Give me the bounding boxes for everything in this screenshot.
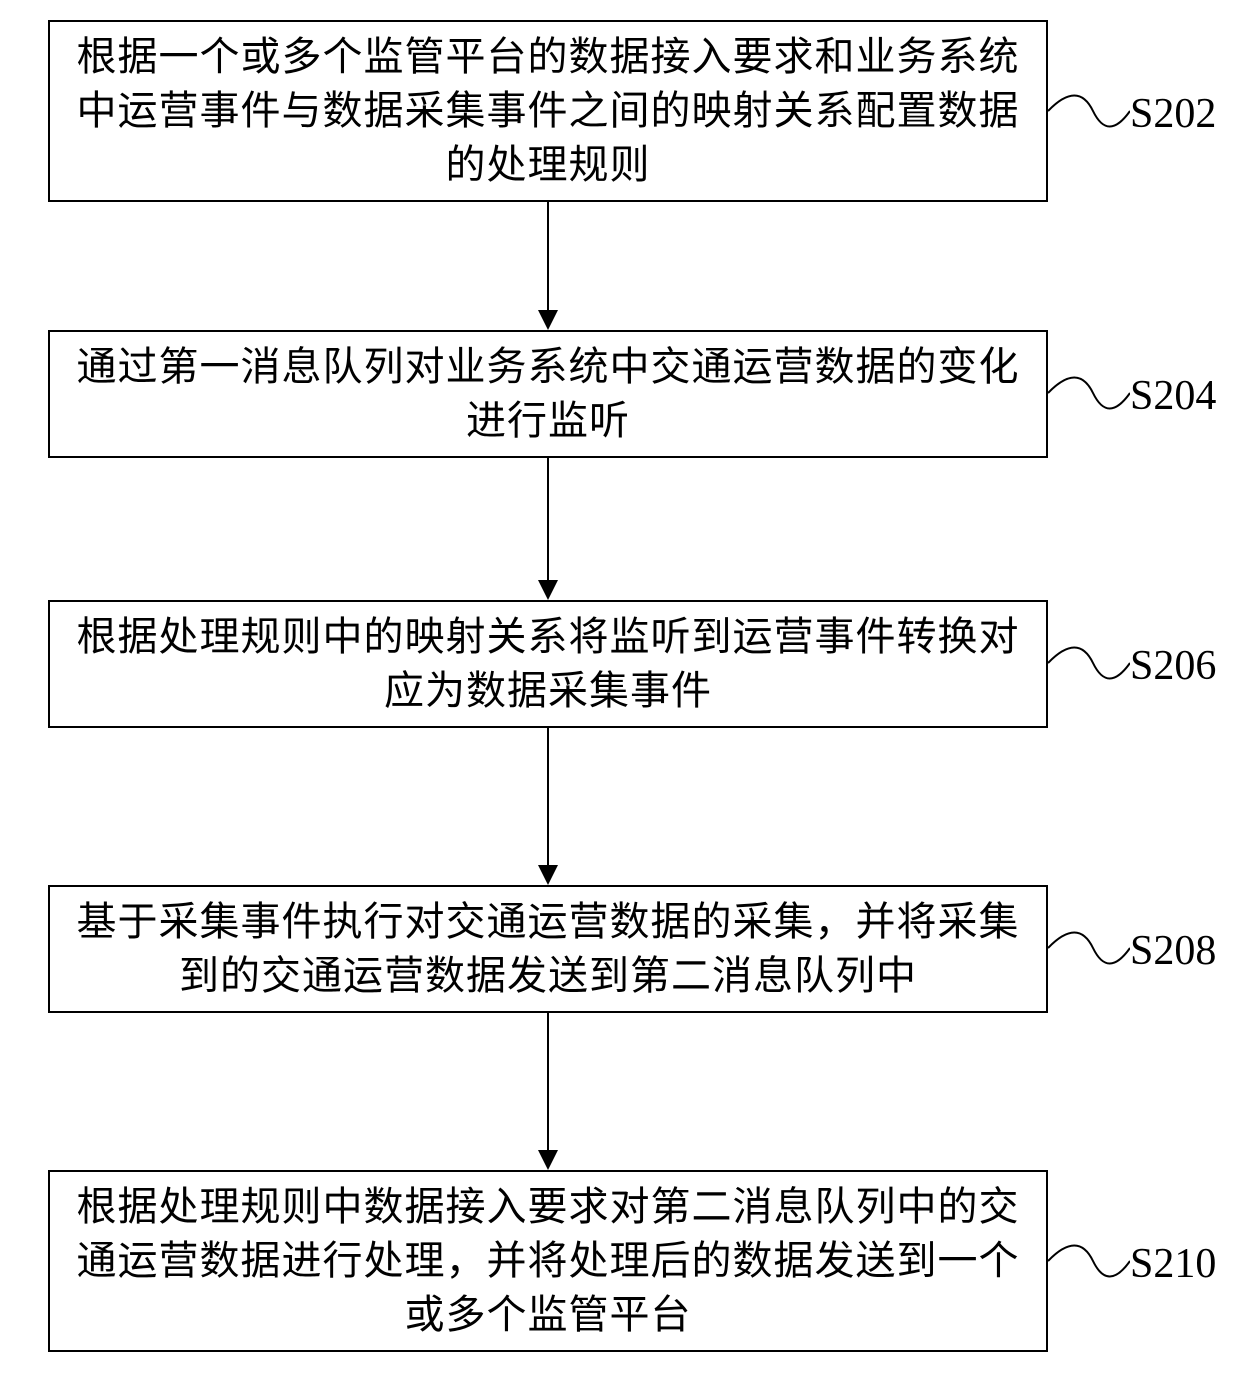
- step-s204-connector: [1048, 368, 1130, 418]
- arrow-s206-s208: [547, 728, 549, 865]
- step-s204-box: 通过第一消息队列对业务系统中交通运营数据的变化进行监听: [48, 330, 1048, 458]
- step-s210-connector: [1048, 1236, 1130, 1286]
- arrow-head-s204-s206: [538, 580, 558, 600]
- arrow-head-s206-s208: [538, 865, 558, 885]
- step-s208-label: S208: [1130, 927, 1216, 975]
- step-s202-text: 根据一个或多个监管平台的数据接入要求和业务系统中运营事件与数据采集事件之间的映射…: [70, 30, 1026, 192]
- step-s206-label: S206: [1130, 642, 1216, 690]
- step-s206-connector: [1048, 638, 1130, 688]
- step-s202-connector: [1048, 86, 1130, 136]
- step-s208-text: 基于采集事件执行对交通运营数据的采集，并将采集到的交通运营数据发送到第二消息队列…: [70, 895, 1026, 1003]
- arrow-s208-s210: [547, 1013, 549, 1150]
- step-s208-box: 基于采集事件执行对交通运营数据的采集，并将采集到的交通运营数据发送到第二消息队列…: [48, 885, 1048, 1013]
- step-s206-box: 根据处理规则中的映射关系将监听到运营事件转换对应为数据采集事件: [48, 600, 1048, 728]
- step-s206-text: 根据处理规则中的映射关系将监听到运营事件转换对应为数据采集事件: [70, 610, 1026, 718]
- step-s204-text: 通过第一消息队列对业务系统中交通运营数据的变化进行监听: [70, 340, 1026, 448]
- step-s208-connector: [1048, 923, 1130, 973]
- flowchart-canvas: 根据一个或多个监管平台的数据接入要求和业务系统中运营事件与数据采集事件之间的映射…: [0, 0, 1240, 1386]
- arrow-head-s208-s210: [538, 1150, 558, 1170]
- arrow-s202-s204: [547, 202, 549, 310]
- step-s210-text: 根据处理规则中数据接入要求对第二消息队列中的交通运营数据进行处理，并将处理后的数…: [70, 1180, 1026, 1342]
- arrow-head-s202-s204: [538, 310, 558, 330]
- step-s210-box: 根据处理规则中数据接入要求对第二消息队列中的交通运营数据进行处理，并将处理后的数…: [48, 1170, 1048, 1352]
- arrow-s204-s206: [547, 458, 549, 580]
- step-s202-box: 根据一个或多个监管平台的数据接入要求和业务系统中运营事件与数据采集事件之间的映射…: [48, 20, 1048, 202]
- step-s204-label: S204: [1130, 372, 1216, 420]
- step-s210-label: S210: [1130, 1240, 1216, 1288]
- step-s202-label: S202: [1130, 90, 1216, 138]
